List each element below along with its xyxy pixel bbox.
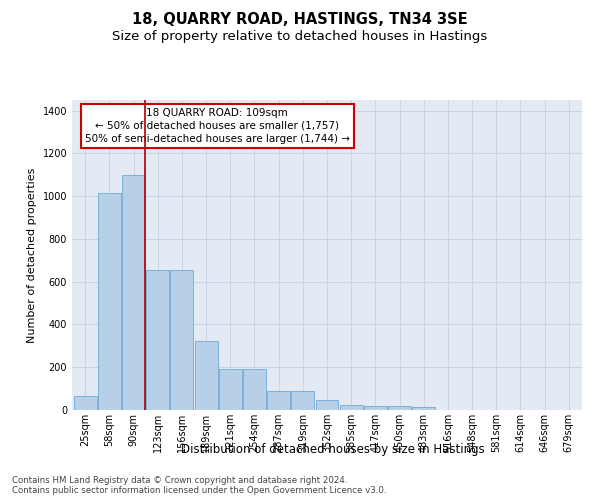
Bar	[267, 391, 290, 410]
Bar	[194, 340, 218, 410]
Bar	[98, 193, 121, 410]
Bar	[146, 270, 169, 410]
Text: Size of property relative to detached houses in Hastings: Size of property relative to detached ho…	[112, 30, 488, 43]
Bar	[364, 406, 387, 410]
Text: Distribution of detached houses by size in Hastings: Distribution of detached houses by size …	[181, 442, 485, 456]
Bar	[388, 406, 411, 410]
Bar	[340, 404, 362, 410]
Text: Contains HM Land Registry data © Crown copyright and database right 2024.
Contai: Contains HM Land Registry data © Crown c…	[12, 476, 386, 495]
Bar	[292, 391, 314, 410]
Y-axis label: Number of detached properties: Number of detached properties	[27, 168, 37, 342]
Text: 18, QUARRY ROAD, HASTINGS, TN34 3SE: 18, QUARRY ROAD, HASTINGS, TN34 3SE	[132, 12, 468, 28]
Bar	[412, 407, 435, 410]
Bar	[122, 175, 145, 410]
Bar	[219, 370, 242, 410]
Bar	[243, 370, 266, 410]
Bar	[170, 270, 193, 410]
Bar	[316, 400, 338, 410]
Text: 18 QUARRY ROAD: 109sqm
← 50% of detached houses are smaller (1,757)
50% of semi-: 18 QUARRY ROAD: 109sqm ← 50% of detached…	[85, 108, 350, 144]
Bar	[74, 396, 97, 410]
